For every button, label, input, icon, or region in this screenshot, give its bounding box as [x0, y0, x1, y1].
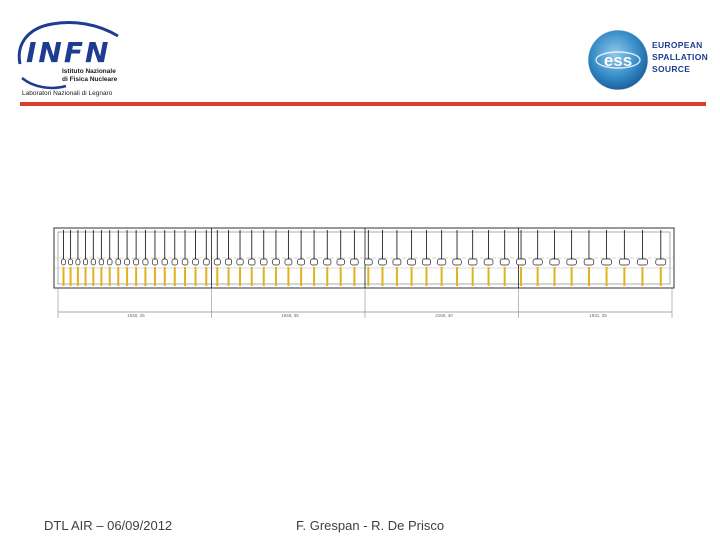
drift-tube [115, 258, 122, 266]
drift-tube [655, 258, 667, 266]
drift-tube [225, 258, 233, 266]
drift-tube [260, 258, 268, 266]
drift-tube [83, 258, 88, 266]
drift-tube [90, 258, 96, 266]
drift-tube [248, 258, 256, 266]
drift-tube [323, 258, 332, 266]
drift-tube [272, 258, 280, 266]
drift-tube [171, 258, 178, 266]
header-rule [20, 102, 706, 106]
drift-tube [467, 258, 478, 266]
drift-tube [68, 258, 73, 266]
drift-tube [499, 258, 510, 266]
drift-tube [364, 258, 373, 266]
tank-outline [53, 227, 675, 289]
drift-tube [75, 258, 81, 266]
drift-tube [566, 258, 577, 266]
ess-line-european: EUROPEAN [652, 40, 703, 50]
infn-swoosh-icon [17, 21, 119, 90]
drift-tube [213, 258, 221, 266]
dimension-label-4: 1931, 25 [589, 313, 607, 318]
drift-tube [336, 258, 345, 266]
drift-tube [192, 258, 199, 266]
dimension-label-3: 2150, 40 [435, 313, 453, 318]
ess-line-source: SOURCE [652, 64, 691, 74]
infn-subtitle-line1: Istituto Nazionale [62, 68, 116, 75]
drift-tube [98, 258, 105, 266]
drift-tube [284, 258, 293, 266]
drift-tube [124, 258, 130, 266]
drift-tube [236, 258, 244, 266]
drift-tube [601, 258, 612, 266]
drift-tube [549, 258, 560, 266]
infn-wordmark: INFN [26, 36, 111, 69]
footer-date: DTL AIR – 06/09/2012 [44, 518, 173, 533]
drift-tube [161, 258, 168, 266]
drift-tube [310, 258, 319, 266]
drift-tube [142, 258, 149, 266]
ess-line-spallation: SPALLATION [652, 52, 709, 62]
drift-tube [437, 258, 447, 266]
dimension-label-2: 1848, 35 [281, 313, 299, 318]
ess-logo: ess EUROPEAN SPALLATION SOURCE [584, 26, 709, 92]
drift-tube [619, 258, 630, 266]
infn-subtitle-line2: di Fisica Nucleare [62, 76, 118, 83]
ess-globe-icon: ess [587, 29, 649, 91]
drift-tube [516, 258, 526, 266]
drift-tube [483, 258, 494, 266]
ess-mark-text: ess [604, 51, 632, 70]
drift-tube [378, 258, 387, 266]
drift-tube [583, 258, 595, 266]
drift-tube [151, 258, 158, 266]
footer-authors: F. Grespan - R. De Prisco [296, 518, 445, 533]
drift-tube [422, 258, 431, 266]
drift-tubes [61, 230, 667, 286]
drift-tube [532, 258, 543, 266]
drift-tube [407, 258, 416, 266]
drift-tube [392, 258, 402, 266]
drift-tube [107, 258, 113, 266]
drift-tube [297, 258, 306, 266]
drift-tube [637, 258, 648, 266]
infn-logo: INFN Istituto Nazionale di Fisica Nuclea… [14, 14, 134, 100]
drift-tube [350, 258, 359, 266]
dimension-label-1: 1540, 25 [127, 313, 145, 318]
drift-tube [452, 258, 462, 266]
drift-tube [133, 258, 139, 266]
infn-lab-name: Laboratori Nazionali di Legnaro [22, 90, 113, 97]
drift-tube [202, 258, 210, 266]
drift-tube [181, 258, 189, 266]
drift-tube [61, 258, 66, 266]
dtl-tank-drawing: 1540, 25 1848, 35 2150, 40 1931, 25 [53, 227, 675, 318]
dimension-lines [57, 288, 673, 318]
section-dividers [211, 228, 519, 288]
